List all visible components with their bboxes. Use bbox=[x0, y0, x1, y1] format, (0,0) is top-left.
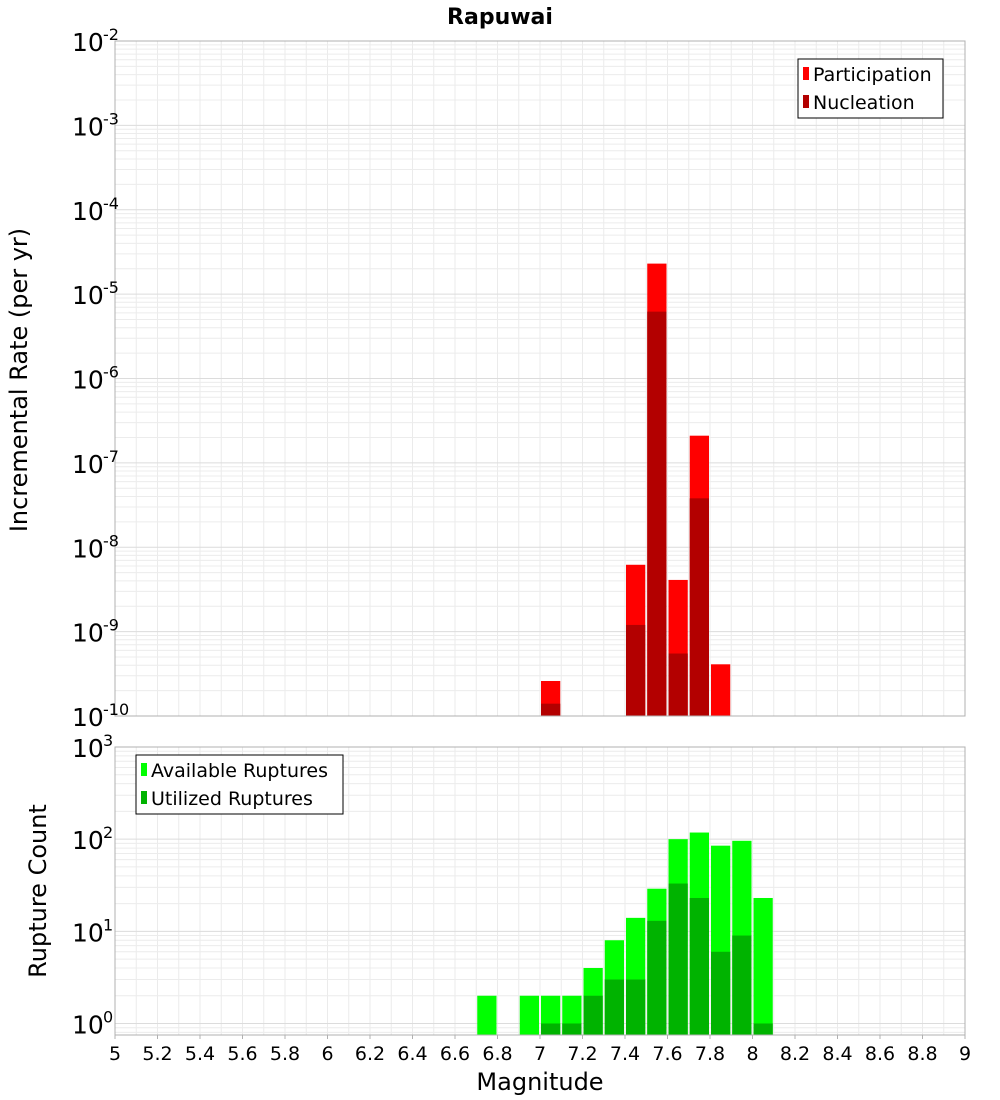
x-tick-label: 9 bbox=[959, 1043, 971, 1065]
x-tick-label: 6.4 bbox=[397, 1043, 427, 1065]
legend-box bbox=[135, 754, 344, 815]
series-nucleation bbox=[541, 311, 709, 716]
bar bbox=[689, 897, 709, 1035]
y-tick-exponent: -7 bbox=[103, 447, 119, 466]
bar bbox=[541, 1023, 561, 1035]
top-legend: Participation Nucleation bbox=[797, 58, 944, 119]
bar bbox=[541, 703, 561, 716]
bar bbox=[604, 979, 624, 1035]
x-tick-label: 5.4 bbox=[185, 1043, 215, 1065]
x-tick-label: 6.8 bbox=[482, 1043, 512, 1065]
y-tick-exponent: -4 bbox=[103, 194, 119, 213]
y-tick-exponent: -10 bbox=[103, 700, 129, 719]
y-tick-exponent: 3 bbox=[103, 731, 113, 750]
bar bbox=[711, 951, 731, 1035]
y-tick-exponent: 0 bbox=[103, 1007, 113, 1026]
bar bbox=[753, 1023, 773, 1035]
bar bbox=[689, 498, 709, 716]
x-tick-label: 8.4 bbox=[822, 1043, 852, 1065]
y-tick-exponent: -2 bbox=[103, 25, 119, 44]
x-tick-label: 6 bbox=[321, 1043, 333, 1065]
x-tick-label: 7.2 bbox=[567, 1043, 597, 1065]
x-tick-label: 7.4 bbox=[610, 1043, 640, 1065]
x-tick-label: 5.6 bbox=[227, 1043, 257, 1065]
y-tick-exponent: -6 bbox=[103, 363, 119, 382]
y-tick-exponent: -9 bbox=[103, 616, 119, 635]
y-tick-label: 10 bbox=[72, 734, 104, 763]
bar bbox=[732, 935, 752, 1035]
x-tick-label: 7 bbox=[534, 1043, 546, 1065]
bar bbox=[626, 624, 646, 716]
x-tick-label: 8.2 bbox=[780, 1043, 810, 1065]
legend-swatch bbox=[141, 763, 147, 776]
x-tick-label: 5.8 bbox=[270, 1043, 300, 1065]
legend-label: Participation bbox=[813, 64, 932, 86]
x-tick-label: 7.8 bbox=[695, 1043, 725, 1065]
bar bbox=[647, 311, 667, 716]
y-tick-exponent: 1 bbox=[103, 915, 113, 934]
x-tick-label: 5 bbox=[109, 1043, 121, 1065]
x-tick-label: 5.2 bbox=[142, 1043, 172, 1065]
y-tick-label: 10 bbox=[72, 918, 104, 947]
legend-swatch bbox=[803, 67, 809, 80]
y-tick-exponent: -8 bbox=[103, 531, 119, 550]
y-tick-label: 10 bbox=[72, 703, 104, 732]
y-tick-label: 10 bbox=[72, 619, 104, 648]
bar bbox=[477, 995, 497, 1035]
y-tick-label: 10 bbox=[72, 534, 104, 563]
bar bbox=[583, 995, 603, 1035]
x-tick-label: 6.2 bbox=[355, 1043, 385, 1065]
y-tick-label: 10 bbox=[72, 826, 104, 855]
bar bbox=[562, 1023, 582, 1035]
bar bbox=[647, 920, 667, 1035]
series-utilized-ruptures bbox=[541, 883, 773, 1035]
legend-label: Nucleation bbox=[813, 92, 915, 114]
legend-swatch bbox=[141, 791, 147, 804]
chart-title: Rapuwai bbox=[447, 5, 553, 30]
x-tick-label: 6.6 bbox=[440, 1043, 470, 1065]
x-tick-label: 7.6 bbox=[652, 1043, 682, 1065]
top-plot-border bbox=[114, 40, 966, 717]
x-axis-label: Magnitude bbox=[476, 1068, 603, 1096]
legend-label: Available Ruptures bbox=[151, 760, 328, 782]
top-grid bbox=[114, 41, 966, 717]
y-tick-exponent: -5 bbox=[103, 278, 119, 297]
bar bbox=[668, 653, 688, 716]
x-tick-labels: 5 5.2 5.4 5.6 5.8 6 6.2 6.4 6.6 6.8 7 7.2 7.4 7.6 7.8 8… bbox=[109, 1035, 971, 1065]
bar bbox=[519, 995, 539, 1035]
x-tick-label: 8 bbox=[746, 1043, 758, 1065]
y-tick-exponent: -3 bbox=[103, 109, 119, 128]
y-tick-label: 10 bbox=[72, 281, 104, 310]
bottom-y-axis-label: Rupture Count bbox=[24, 804, 52, 978]
y-tick-label: 10 bbox=[72, 112, 104, 141]
legend-label: Utilized Ruptures bbox=[151, 788, 313, 810]
bar bbox=[668, 883, 688, 1035]
y-tick-label: 10 bbox=[72, 197, 104, 226]
y-tick-label: 10 bbox=[72, 28, 104, 57]
y-tick-label: 10 bbox=[72, 450, 104, 479]
bottom-panel: 10 010 110 210 35 5.2 5.4 5.6 5.8 6 6.2 6.4 6.6 6.8 7 7… bbox=[72, 731, 971, 1065]
bar bbox=[753, 897, 773, 1035]
legend-box bbox=[797, 58, 944, 119]
y-tick-label: 10 bbox=[72, 366, 104, 395]
y-tick-label: 10 bbox=[72, 1010, 104, 1039]
x-tick-label: 8.6 bbox=[865, 1043, 895, 1065]
y-tick-exponent: 2 bbox=[103, 823, 113, 842]
legend-swatch bbox=[803, 95, 809, 108]
x-tick-label: 8.8 bbox=[907, 1043, 937, 1065]
bottom-legend: Available Ruptures Utilized Ruptures bbox=[135, 754, 344, 815]
bar bbox=[711, 664, 731, 716]
bar bbox=[626, 979, 646, 1035]
top-y-axis-label: Incremental Rate (per yr) bbox=[5, 228, 33, 532]
